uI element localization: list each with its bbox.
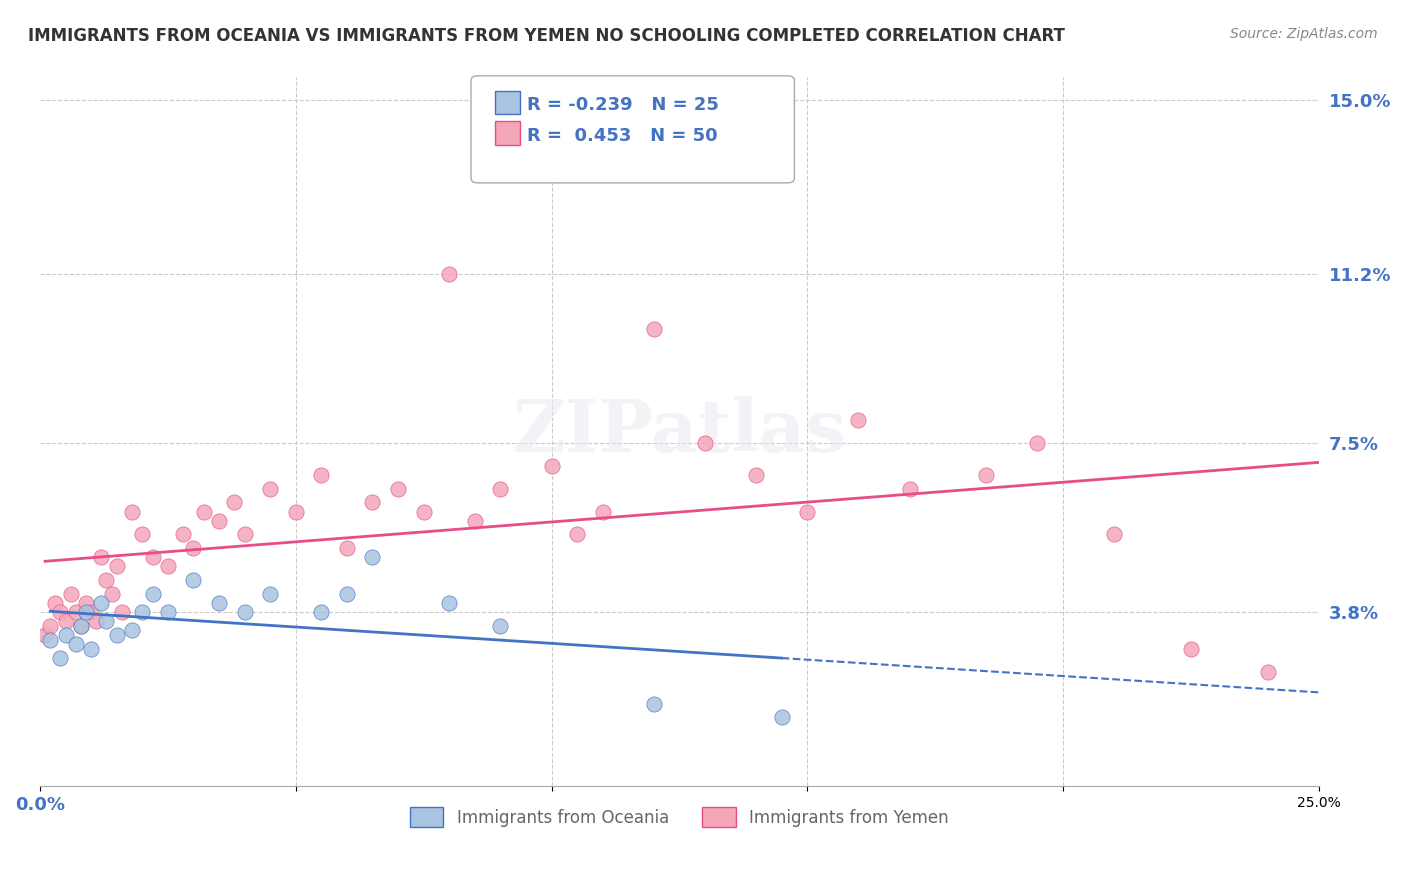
Point (65, 637, 87, 651)
Point (336, 541, 359, 556)
Point (121, 505, 143, 519)
Point (55, 628, 77, 642)
Point (592, 505, 614, 519)
Point (90, 550, 112, 565)
Point (974, 468, 997, 483)
Point (208, 596, 231, 610)
Point (233, 605, 256, 619)
Text: ZIPatlas: ZIPatlas (512, 396, 846, 467)
Point (39, 619, 62, 633)
Point (1257, 665, 1279, 679)
Point (156, 559, 179, 574)
Point (59, 587, 82, 601)
Point (1180, 641, 1202, 656)
Point (643, 322, 665, 336)
Point (183, 541, 205, 556)
Point (141, 587, 163, 601)
Point (1102, 527, 1125, 541)
Point (75, 605, 97, 619)
Point (693, 436, 716, 450)
Point (643, 697, 665, 711)
Point (141, 550, 163, 565)
Legend: Immigrants from Oceania, Immigrants from Yemen: Immigrants from Oceania, Immigrants from… (404, 800, 955, 834)
Point (336, 587, 359, 601)
Point (96, 573, 118, 587)
Point (90, 596, 112, 610)
Point (156, 605, 179, 619)
Point (49, 650, 72, 665)
Point (65, 605, 87, 619)
Point (540, 458, 562, 473)
Text: Source: ZipAtlas.com: Source: ZipAtlas.com (1230, 27, 1378, 41)
Point (70, 619, 93, 633)
Point (34, 628, 56, 642)
Text: IMMIGRANTS FROM OCEANIA VS IMMIGRANTS FROM YEMEN NO SCHOOLING COMPLETED CORRELAT: IMMIGRANTS FROM OCEANIA VS IMMIGRANTS FR… (28, 27, 1064, 45)
Point (121, 624, 143, 638)
Point (412, 505, 434, 519)
Point (183, 573, 205, 587)
Point (387, 482, 409, 496)
Point (259, 587, 281, 601)
Point (1026, 436, 1049, 450)
Point (44, 596, 66, 610)
Point (105, 559, 128, 574)
Point (259, 482, 281, 496)
Point (131, 527, 153, 541)
Point (105, 628, 128, 642)
Point (770, 710, 793, 724)
Point (848, 413, 870, 427)
Point (437, 596, 460, 610)
Point (745, 468, 768, 483)
Text: R = -0.239   N = 25: R = -0.239 N = 25 (527, 96, 718, 114)
Point (437, 267, 460, 281)
Point (111, 605, 134, 619)
Point (489, 482, 512, 496)
Point (80, 641, 103, 656)
Point (898, 482, 921, 496)
Point (70, 619, 93, 633)
Point (284, 505, 307, 519)
Point (84, 614, 107, 628)
Point (131, 605, 153, 619)
Point (361, 550, 384, 565)
Point (75, 596, 97, 610)
Text: R =  0.453   N = 50: R = 0.453 N = 50 (527, 127, 718, 145)
Point (224, 495, 246, 509)
Point (96, 614, 118, 628)
Point (796, 505, 818, 519)
Point (39, 632, 62, 647)
Point (172, 527, 194, 541)
Point (49, 605, 72, 619)
Point (311, 605, 333, 619)
Point (311, 468, 333, 483)
Point (361, 495, 384, 509)
Point (100, 587, 122, 601)
Point (233, 527, 256, 541)
Point (464, 514, 486, 528)
Point (208, 514, 231, 528)
Point (489, 619, 512, 633)
Point (193, 505, 215, 519)
Point (80, 605, 103, 619)
Point (55, 614, 77, 628)
Point (565, 527, 588, 541)
